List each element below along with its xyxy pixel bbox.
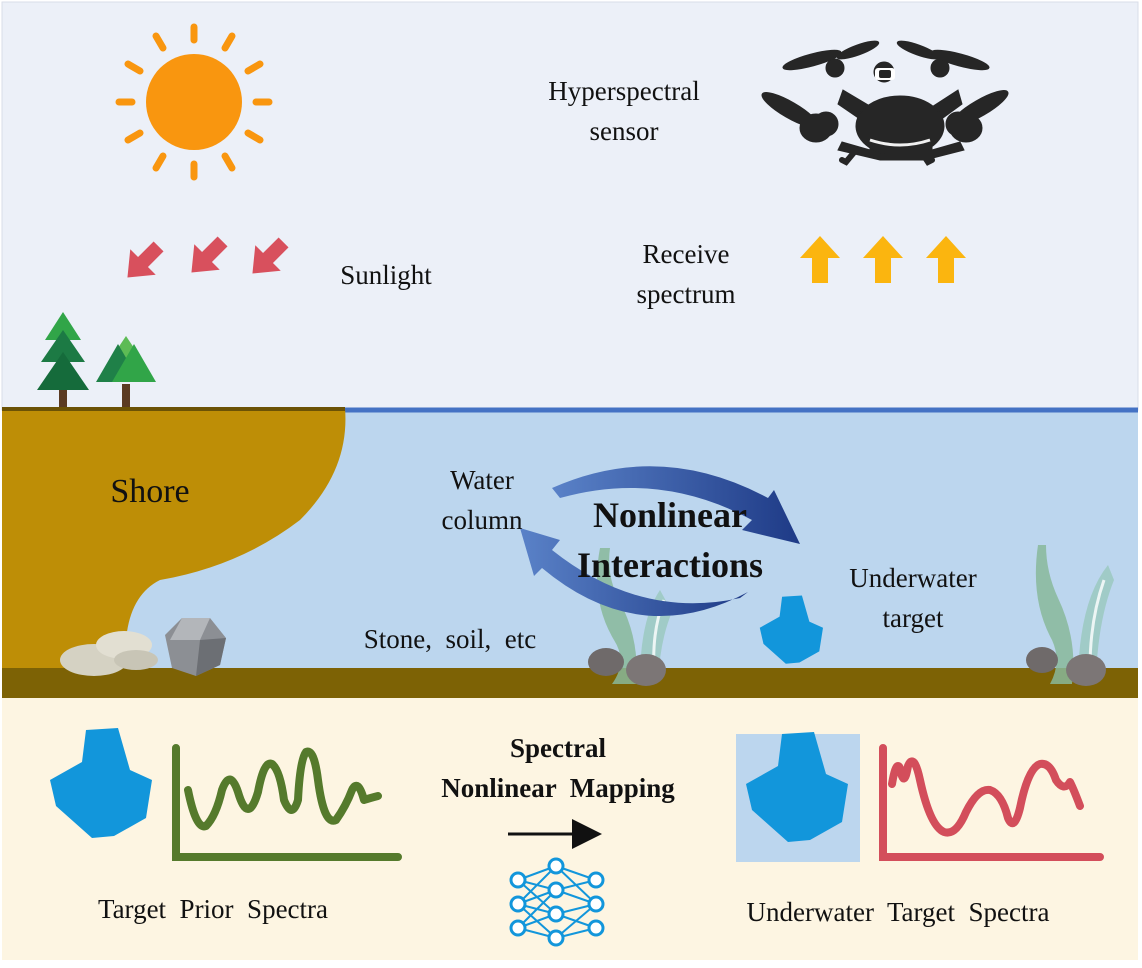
shore-land — [2, 408, 346, 672]
shore-label: Shore — [110, 473, 190, 510]
crystal-icon — [50, 728, 152, 838]
receive-arrow-icon — [926, 236, 966, 283]
mapping-title-line2: Nonlinear Mapping — [441, 773, 675, 803]
neural-network-icon — [509, 857, 605, 947]
water-column-line2: column — [441, 505, 523, 535]
seabed — [2, 668, 1138, 698]
stone-icon — [60, 618, 226, 676]
interactions-line1: Nonlinear — [592, 495, 747, 535]
sunlight-arrow-icon — [191, 236, 228, 273]
target-label-line2: target — [882, 603, 944, 633]
seaweed-icon — [1026, 545, 1114, 686]
mapping-title-line1: Spectral — [510, 733, 606, 763]
drone-icon — [761, 40, 1009, 166]
interactions-line2: Interactions — [577, 545, 763, 585]
water-column-line1: Water — [450, 465, 514, 495]
sunlight-arrows — [127, 236, 289, 278]
sensor-label-line2: sensor — [589, 116, 659, 146]
sunlight-arrow-icon — [252, 237, 289, 274]
interaction-arrows — [520, 466, 800, 617]
target-label-line1: Underwater — [849, 563, 977, 593]
receive-label-line2: spectrum — [636, 279, 736, 309]
receive-arrow-icon — [800, 236, 840, 283]
sunlight-arrow-icon — [127, 241, 164, 278]
receive-label-line1: Receive — [642, 239, 730, 269]
prior-spectra-caption: Target Prior Spectra — [97, 894, 329, 924]
prior-spectrum-chart — [172, 744, 402, 861]
underwater-spectrum-chart — [879, 744, 1104, 861]
crystal-icon — [746, 732, 848, 842]
stone-label: Stone, soil, etc — [363, 624, 537, 654]
seaweed-icon — [588, 548, 672, 686]
underwater-spectra-caption: Underwater Target Spectra — [746, 897, 1050, 927]
crystal-icon — [759, 595, 823, 664]
sensor-label-line1: Hyperspectral — [548, 76, 700, 106]
receive-arrow-icon — [863, 236, 903, 283]
sunlight-label: Sunlight — [340, 260, 432, 290]
sun-icon — [115, 23, 273, 181]
receive-arrows — [800, 236, 966, 283]
